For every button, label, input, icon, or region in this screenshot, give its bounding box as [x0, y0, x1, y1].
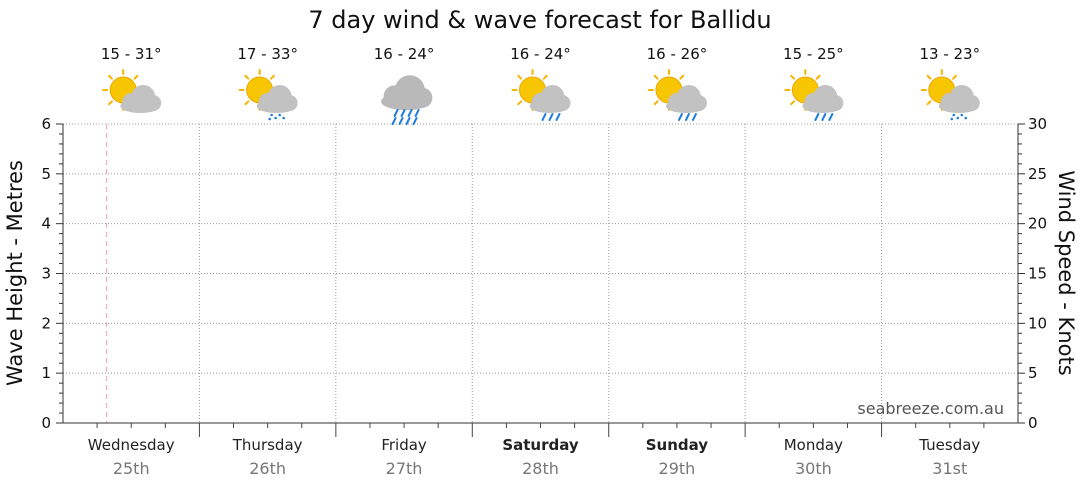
cloud-rain-icon — [381, 75, 433, 125]
left-tick-label: 5 — [41, 165, 51, 183]
left-tick-label: 6 — [41, 115, 51, 133]
watermark: seabreeze.com.au — [857, 399, 1004, 418]
day-date: 26th — [249, 459, 286, 478]
left-tick-label: 3 — [41, 265, 51, 283]
sun-cloud-rain-icon — [511, 69, 571, 121]
day-date: 29th — [659, 459, 696, 478]
day-name: Tuesday — [918, 436, 980, 454]
day-date: 25th — [113, 459, 150, 478]
day-name: Thursday — [232, 436, 303, 454]
temperature-range: 16 - 24° — [374, 45, 435, 63]
right-axis-title: Wind Speed - Knots — [1054, 170, 1078, 375]
temperature-range: 16 - 24° — [510, 45, 571, 63]
sun-cloud-rain-icon — [647, 69, 707, 121]
sun-cloud-icon — [102, 69, 162, 113]
day-date: 31st — [932, 459, 967, 478]
left-tick-label: 2 — [41, 314, 51, 332]
left-axis-ticks: 0 1 2 3 4 5 6 — [41, 115, 51, 432]
temperature-range: 15 - 25° — [783, 45, 844, 63]
right-tick-label: 0 — [1028, 414, 1038, 432]
right-tick-label: 10 — [1028, 314, 1047, 332]
day-name: Wednesday — [88, 436, 175, 454]
right-tick-label: 15 — [1028, 265, 1047, 283]
day-name: Friday — [381, 436, 427, 454]
temperature-range: 15 - 31° — [101, 45, 162, 63]
day-name: Monday — [784, 436, 843, 454]
temperature-range: 17 - 33° — [237, 45, 298, 63]
left-axis-title: Wave Height - Metres — [3, 160, 27, 386]
left-tick-label: 1 — [41, 364, 51, 382]
day-name: Sunday — [646, 436, 709, 454]
right-axis-ticks: 0 5 10 15 20 25 30 — [1028, 115, 1047, 432]
right-tick-label: 20 — [1028, 215, 1047, 233]
sun-cloud-drizzle-icon — [920, 69, 980, 121]
day-date: 30th — [795, 459, 832, 478]
chart-axes — [56, 123, 1025, 437]
temperature-range: 13 - 23° — [919, 45, 980, 63]
left-tick-label: 0 — [41, 414, 51, 432]
right-tick-label: 5 — [1028, 364, 1038, 382]
sun-cloud-drizzle-icon — [238, 69, 298, 121]
day-name: Saturday — [502, 436, 579, 454]
chart-title: 7 day wind & wave forecast for Ballidu — [308, 6, 771, 34]
right-tick-label: 25 — [1028, 165, 1047, 183]
chart-grid — [63, 123, 1018, 423]
temperature-range: 16 - 26° — [647, 45, 708, 63]
day-columns: 15 - 31° Wednesday 25th 17 - 33° Thursday 26t… — [88, 45, 981, 478]
day-date: 27th — [386, 459, 423, 478]
day-date: 28th — [522, 459, 559, 478]
left-tick-label: 4 — [41, 215, 51, 233]
sun-cloud-rain-icon — [784, 69, 844, 121]
right-tick-label: 30 — [1028, 115, 1047, 133]
